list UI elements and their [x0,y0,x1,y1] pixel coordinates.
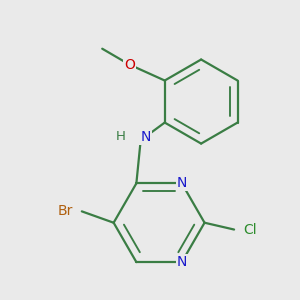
Text: N: N [177,255,187,269]
Text: O: O [124,58,135,72]
Text: H: H [116,130,125,143]
Text: N: N [140,130,151,144]
Text: Br: Br [57,204,73,218]
Text: Cl: Cl [243,223,257,236]
Text: N: N [177,176,187,190]
